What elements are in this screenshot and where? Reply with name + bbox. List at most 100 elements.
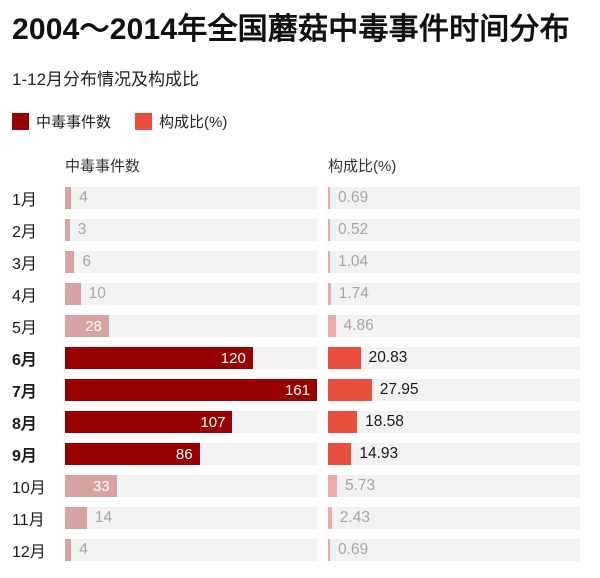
events-bar: 161 [65,379,317,401]
chart-row: 6月 120 20.83 [12,347,592,369]
ratio-track: 14.93 [328,443,580,465]
events-bar: 33 [65,475,117,497]
chart-row: 10月 33 5.73 [12,475,592,497]
month-label: 6月 [12,352,37,369]
events-bar [65,507,87,529]
events-bar [65,251,75,273]
ratio-value: 14.93 [359,445,399,462]
legend-label-events: 中毒事件数 [36,114,112,131]
chart-row: 8月 107 18.58 [12,411,592,433]
ratio-track: 0.69 [328,187,580,209]
ratio-bar [328,283,331,305]
events-swatch [12,113,29,130]
events-track: 28 [65,315,317,337]
ratio-track: 5.73 [328,475,580,497]
events-value: 3 [77,221,87,238]
header-spacer [12,155,65,176]
page-title: 2004～2014年全国蘑菇中毒事件时间分布 [12,13,570,46]
month-label: 4月 [12,288,37,305]
ratio-column-header: 构成比(%) [328,158,397,175]
ratio-bar [328,539,330,561]
events-track: 4 [65,539,317,561]
ratio-track: 4.86 [328,315,580,337]
events-track: 33 [65,475,317,497]
ratio-value: 4.86 [343,317,374,334]
events-bar [65,219,70,241]
ratio-value: 20.83 [368,349,408,366]
events-bar: 120 [65,347,253,369]
events-track: 10 [65,283,317,305]
ratio-bar [328,379,372,401]
ratio-track: 18.58 [328,411,580,433]
month-label: 2月 [12,224,37,241]
events-value: 10 [88,285,106,302]
ratio-bar [328,315,336,337]
events-value: 4 [79,541,88,558]
legend-label-ratio: 构成比(%) [159,114,228,131]
ratio-value: 0.69 [338,541,369,558]
column-headers: 中毒事件数 构成比(%) [12,155,592,176]
legend: 中毒事件数 构成比(%) [12,111,592,132]
events-track: 107 [65,411,317,433]
events-track: 14 [65,507,317,529]
ratio-track: 27.95 [328,379,580,401]
ratio-track: 20.83 [328,347,580,369]
events-bar: 86 [65,443,200,465]
ratio-swatch [135,113,153,130]
events-bar [65,283,81,305]
month-label: 7月 [12,384,37,401]
events-track: 120 [65,347,317,369]
ratio-value: 5.73 [344,477,376,494]
month-label: 1月 [12,192,37,209]
ratio-bar [328,187,330,209]
ratio-track: 2.43 [328,507,580,529]
events-value: 107 [200,413,226,431]
events-track: 86 [65,443,317,465]
legend-item-ratio: 构成比(%) [135,111,227,132]
chart-row: 9月 86 14.93 [12,443,592,465]
ratio-value: 1.04 [338,253,369,270]
ratio-value: 0.52 [338,221,369,238]
chart-subtitle: 1-12月分布情况及构成比 [12,70,200,89]
month-label: 10月 [12,480,46,497]
events-track: 3 [65,219,317,241]
events-track: 4 [65,187,317,209]
events-value: 28 [85,317,102,335]
events-track: 161 [65,379,317,401]
ratio-bar [328,219,330,241]
ratio-value: 27.95 [379,381,419,398]
ratio-track: 0.52 [328,219,580,241]
events-bar: 107 [65,411,233,433]
events-value: 161 [284,381,310,399]
chart-row: 5月 28 4.86 [12,315,592,337]
events-value: 86 [175,445,193,463]
events-bar [65,539,72,561]
month-label: 9月 [12,448,37,465]
month-label: 3月 [12,256,37,273]
ratio-value: 1.74 [338,285,369,302]
ratio-bar [328,475,337,497]
events-value: 33 [92,477,110,495]
events-value: 14 [94,509,113,526]
events-column-header: 中毒事件数 [65,158,141,175]
ratio-track: 0.69 [328,539,580,561]
ratio-bar [328,251,330,273]
ratio-bar [328,347,361,369]
chart-row: 4月 10 1.74 [12,283,592,305]
month-label: 11月 [12,512,45,529]
month-label: 8月 [12,416,37,433]
chart-row: 1月 4 0.69 [12,187,592,209]
ratio-bar [328,507,332,529]
ratio-bar [328,411,358,433]
ratio-value: 2.43 [339,509,370,526]
events-value: 120 [220,349,246,367]
chart-rows: 1月 4 0.69 2月 3 0.52 3月 6 1.04 4月 10 1.7 [12,187,592,561]
month-label: 5月 [12,320,37,337]
legend-item-events: 中毒事件数 [12,111,111,132]
chart-row: 2月 3 0.52 [12,219,592,241]
month-label: 12月 [12,544,46,561]
ratio-track: 1.74 [328,283,580,305]
ratio-value: 18.58 [365,413,404,430]
events-value: 4 [79,189,88,206]
chart-row: 3月 6 1.04 [12,251,592,273]
